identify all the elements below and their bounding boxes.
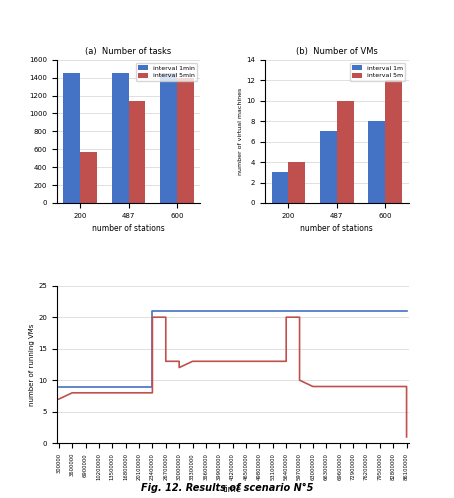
without turnOff func. (96, 383, 102, 389)
Bar (288, 162, 306, 203)
Bar (271, 172, 288, 203)
Bar (160, 73, 177, 203)
with turnOff func. (364, 383, 369, 389)
Title: (a)  Number of tasks: (a) Number of tasks (85, 47, 172, 56)
with turnOff func. (404, 434, 410, 440)
without turnOff func. (177, 308, 182, 314)
with turnOff func. (270, 359, 276, 365)
with turnOff func. (257, 359, 262, 365)
X-axis label: number of stations: number of stations (92, 224, 165, 233)
Bar (385, 80, 402, 203)
without turnOff func. (377, 308, 383, 314)
Legend: interval 1m, interval 5m: interval 1m, interval 5m (350, 63, 405, 81)
with turnOff func. (177, 365, 182, 371)
with turnOff func. (177, 359, 182, 365)
Y-axis label: number of virtual machines: number of virtual machines (238, 88, 243, 175)
without turnOff func. (203, 308, 209, 314)
without turnOff func. (69, 383, 75, 389)
with turnOff func. (297, 377, 302, 383)
without turnOff func. (350, 308, 356, 314)
with turnOff func. (404, 383, 410, 389)
with turnOff func. (390, 383, 396, 389)
X-axis label: time: time (223, 486, 242, 495)
with turnOff func. (96, 390, 102, 396)
without turnOff func. (150, 308, 155, 314)
with turnOff func. (217, 359, 222, 365)
Bar (177, 78, 194, 203)
with turnOff func. (337, 383, 342, 389)
with turnOff func. (377, 383, 383, 389)
with turnOff func. (150, 314, 155, 320)
without turnOff func. (390, 308, 396, 314)
with turnOff func. (230, 359, 236, 365)
without turnOff func. (83, 383, 88, 389)
with turnOff func. (136, 390, 142, 396)
without turnOff func. (270, 308, 276, 314)
without turnOff func. (136, 383, 142, 389)
without turnOff func. (150, 383, 155, 389)
without turnOff func. (283, 308, 289, 314)
Title: (b)  Number of VMs: (b) Number of VMs (296, 47, 378, 56)
X-axis label: number of stations: number of stations (301, 224, 373, 233)
with turnOff func. (163, 359, 168, 365)
with turnOff func. (310, 383, 316, 389)
with turnOff func. (150, 390, 155, 396)
with turnOff func. (109, 390, 115, 396)
Bar (112, 73, 128, 203)
without turnOff func. (123, 383, 128, 389)
Line: with turnOff func.: with turnOff func. (59, 317, 407, 437)
with turnOff func. (83, 390, 88, 396)
with turnOff func. (190, 359, 195, 365)
with turnOff func. (310, 383, 316, 389)
without turnOff func. (364, 308, 369, 314)
without turnOff func. (324, 308, 329, 314)
without turnOff func. (163, 308, 168, 314)
without turnOff func. (230, 308, 236, 314)
Bar (128, 101, 145, 203)
without turnOff func. (243, 308, 249, 314)
with turnOff func. (324, 383, 329, 389)
without turnOff func. (310, 308, 316, 314)
with turnOff func. (203, 359, 209, 365)
Bar (63, 73, 80, 203)
with turnOff func. (283, 314, 289, 320)
with turnOff func. (123, 390, 128, 396)
without turnOff func. (56, 383, 61, 389)
Bar (320, 131, 337, 203)
Text: Fig. 12. Results of scenario N°5: Fig. 12. Results of scenario N°5 (141, 483, 313, 493)
Legend: interval 1min, interval 5min: interval 1min, interval 5min (136, 63, 197, 81)
without turnOff func. (257, 308, 262, 314)
with turnOff func. (69, 390, 75, 396)
with turnOff func. (56, 396, 61, 402)
with turnOff func. (243, 359, 249, 365)
Line: without turnOff func.: without turnOff func. (59, 311, 407, 386)
with turnOff func. (297, 314, 302, 320)
Bar (80, 152, 97, 203)
with turnOff func. (163, 314, 168, 320)
without turnOff func. (297, 308, 302, 314)
without turnOff func. (190, 308, 195, 314)
without turnOff func. (404, 308, 410, 314)
without turnOff func. (109, 383, 115, 389)
with turnOff func. (283, 359, 289, 365)
without turnOff func. (337, 308, 342, 314)
Y-axis label: number of running VMs: number of running VMs (29, 323, 35, 406)
without turnOff func. (217, 308, 222, 314)
with turnOff func. (350, 383, 356, 389)
Bar (337, 101, 354, 203)
Bar (368, 121, 385, 203)
